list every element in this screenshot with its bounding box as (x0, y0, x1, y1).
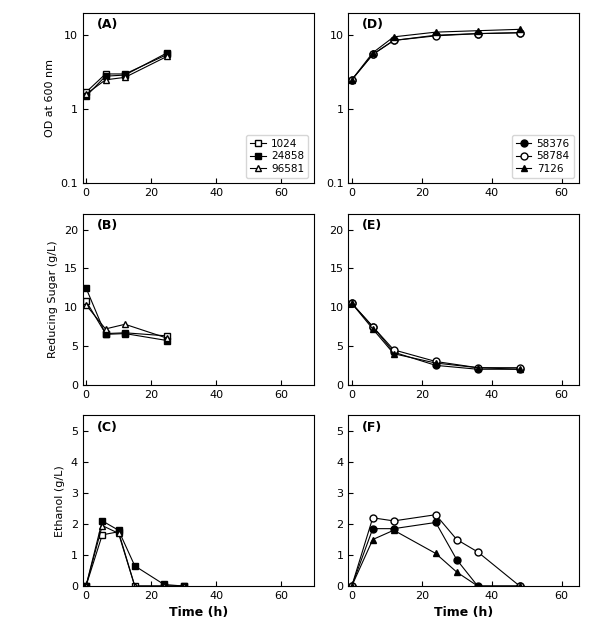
Legend: 58376, 58784, 7126: 58376, 58784, 7126 (512, 135, 574, 178)
Legend: 1024, 24858, 96581: 1024, 24858, 96581 (246, 135, 309, 178)
Y-axis label: Ethanol (g/L): Ethanol (g/L) (55, 465, 65, 536)
X-axis label: Time (h): Time (h) (168, 607, 228, 620)
X-axis label: Time (h): Time (h) (434, 607, 493, 620)
Text: (D): (D) (362, 18, 384, 31)
Y-axis label: OD at 600 nm: OD at 600 nm (45, 59, 55, 137)
Y-axis label: Reducing Sugar (g/L): Reducing Sugar (g/L) (48, 241, 58, 358)
Text: (B): (B) (96, 220, 118, 232)
Text: (A): (A) (96, 18, 118, 31)
Text: (F): (F) (362, 421, 382, 433)
Text: (C): (C) (96, 421, 118, 433)
Text: (E): (E) (362, 220, 382, 232)
